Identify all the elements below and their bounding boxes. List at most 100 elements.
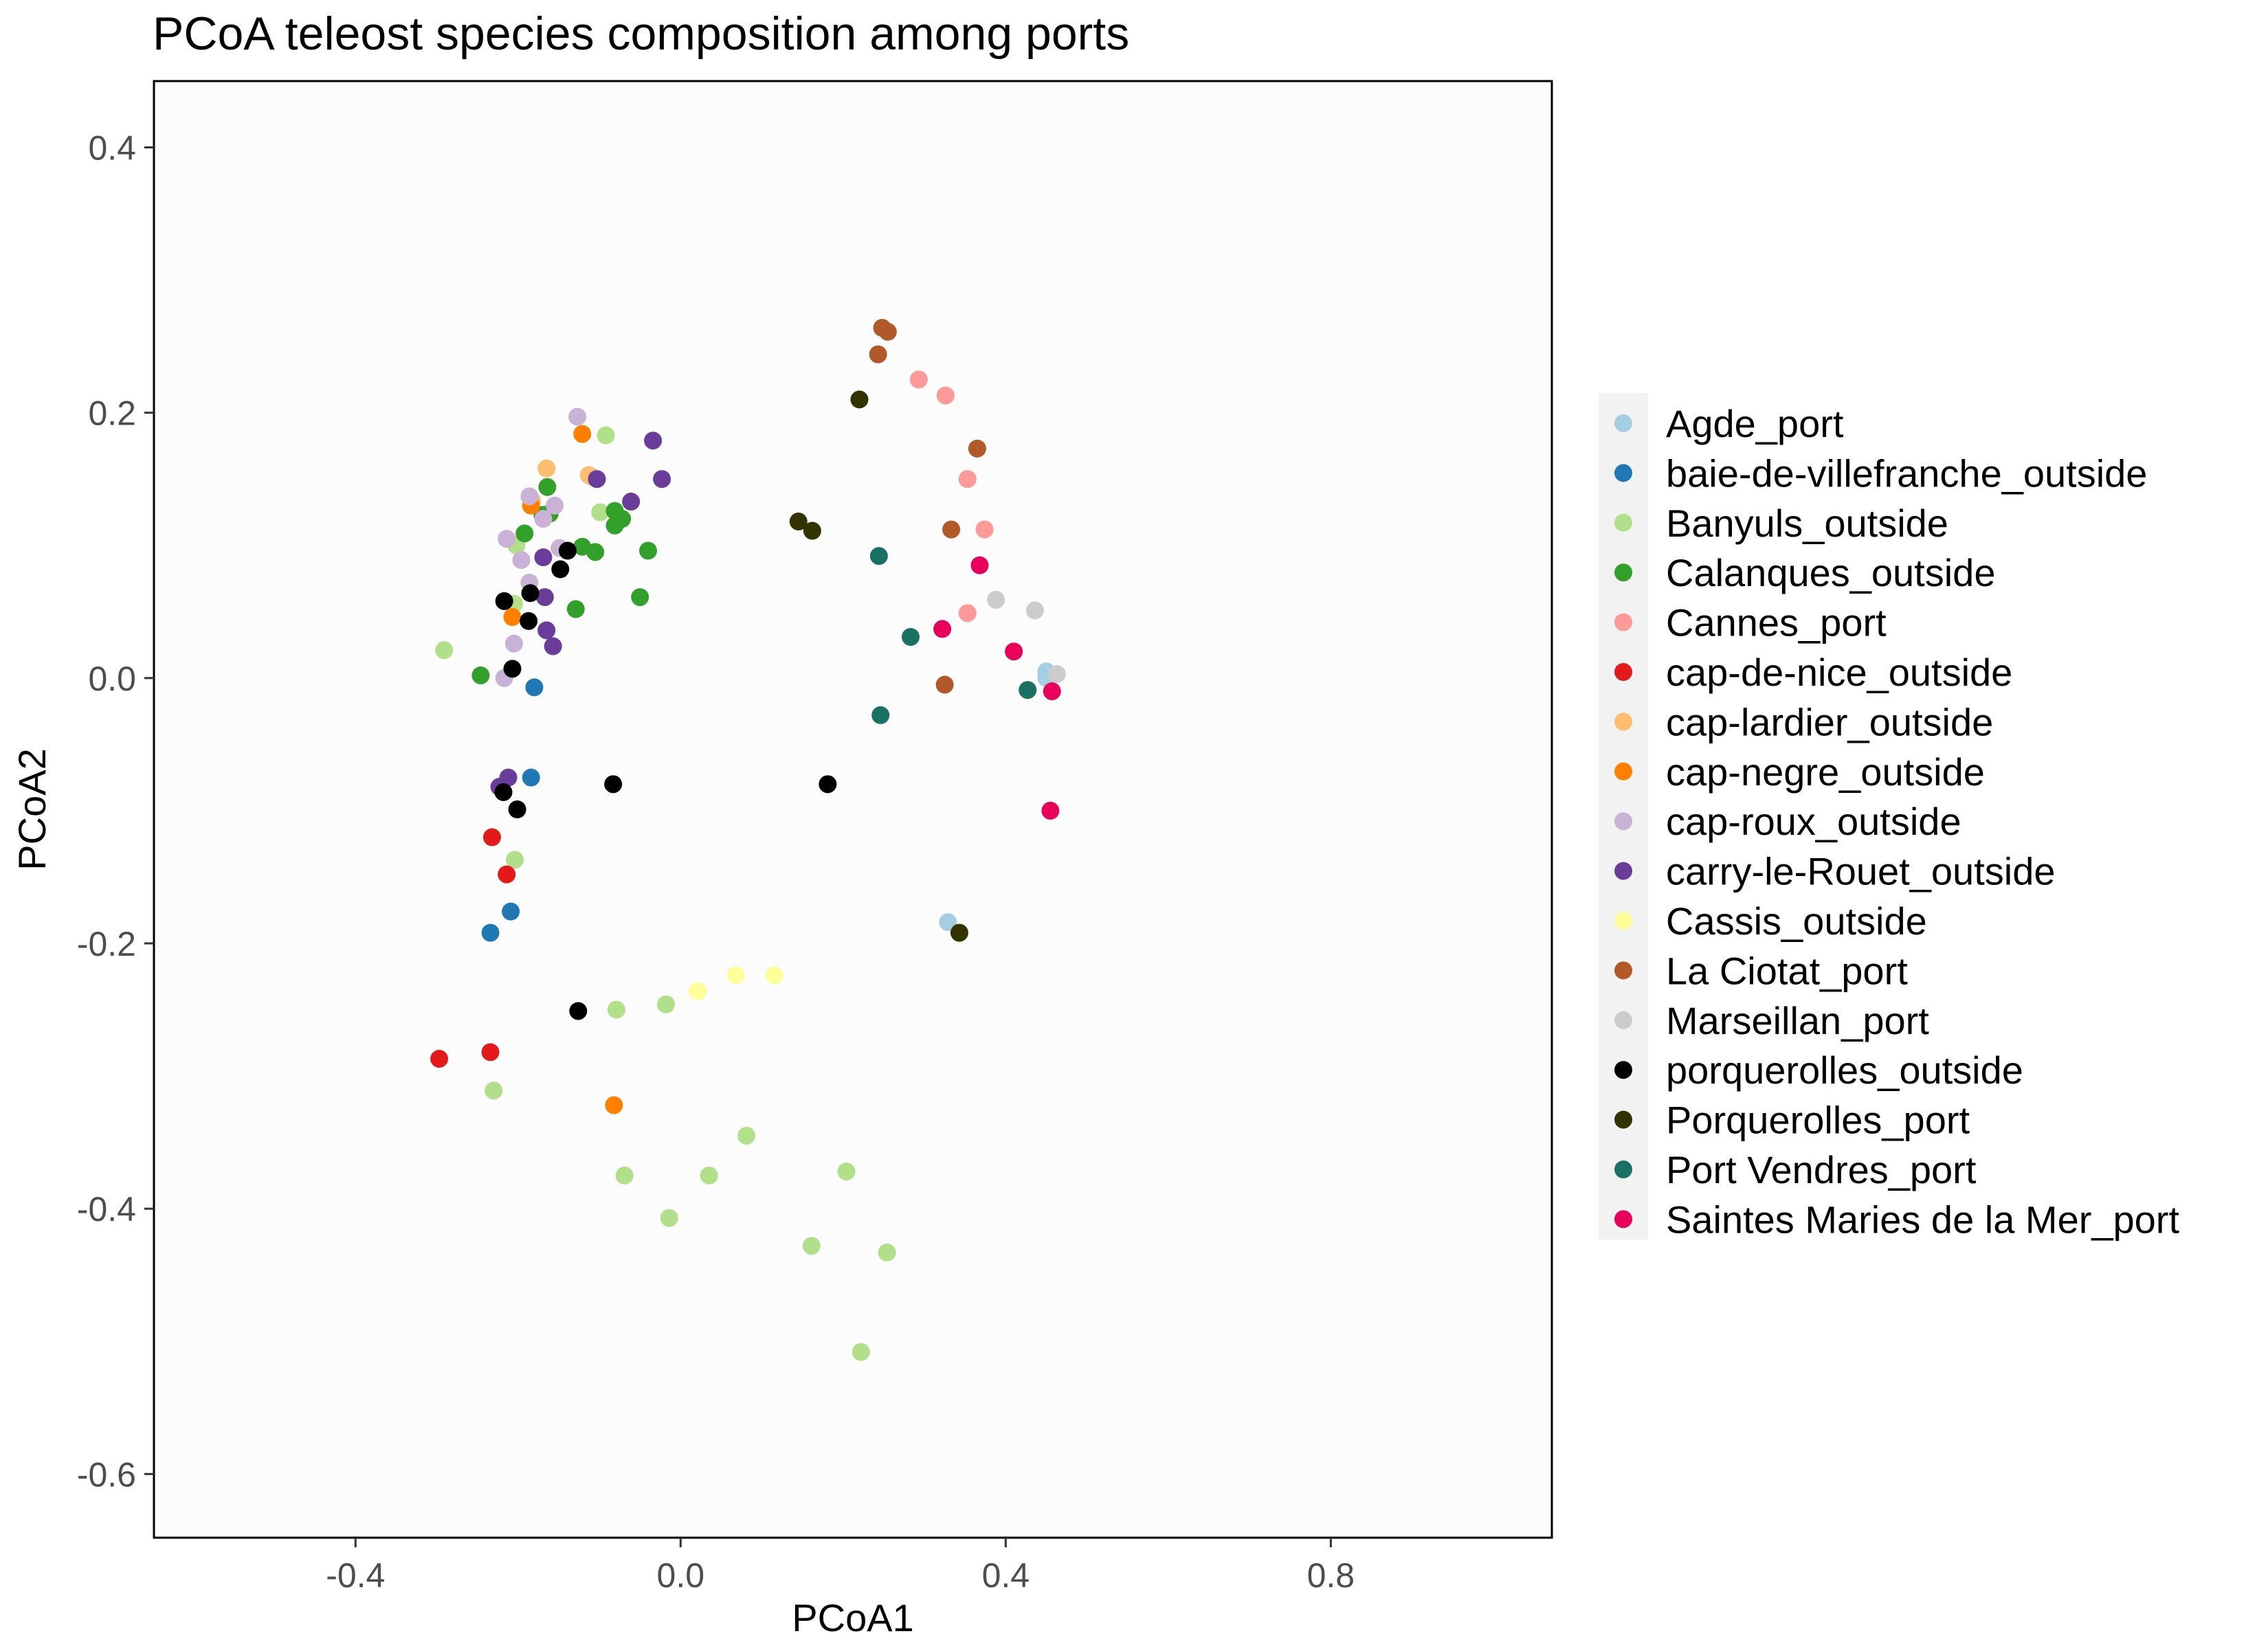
data-point (573, 425, 592, 443)
chart-title: PCoA teleost species composition among p… (153, 8, 1129, 60)
data-point (494, 783, 513, 801)
y-tick-label: 0.0 (88, 660, 136, 698)
data-point (591, 503, 610, 521)
data-point (537, 621, 556, 640)
legend-key (1614, 1110, 1632, 1129)
legend-item: Agde_port (1614, 402, 1844, 445)
legend-key (1614, 812, 1632, 831)
data-point (819, 775, 837, 794)
data-point (700, 1166, 718, 1185)
data-point (970, 556, 989, 574)
data-point (495, 592, 513, 610)
data-point (613, 510, 632, 528)
data-point (503, 608, 522, 627)
legend-key (1614, 1011, 1632, 1029)
data-point (726, 966, 745, 985)
data-point (660, 1209, 678, 1227)
data-point (588, 470, 606, 489)
data-point (653, 470, 671, 489)
data-point (689, 982, 707, 1000)
data-point (657, 995, 676, 1013)
legend-item: porquerolles_outside (1614, 1048, 2023, 1092)
x-tick-label: -0.4 (326, 1556, 385, 1595)
data-point (615, 1166, 634, 1185)
legend-label: Marseillan_port (1666, 999, 1929, 1042)
data-point (942, 520, 961, 539)
plot-panel (153, 80, 1553, 1539)
data-point (534, 548, 553, 567)
legend-item: baie-de-villefranche_outside (1614, 451, 2147, 495)
data-point (622, 493, 641, 511)
data-point (1005, 642, 1023, 661)
data-point (485, 1081, 503, 1100)
data-point (430, 1049, 449, 1068)
legend-label: carry-le-Rouet_outside (1666, 850, 2055, 893)
data-point (737, 1126, 756, 1145)
legend-key (1614, 1061, 1632, 1079)
data-point (546, 496, 564, 515)
data-point (933, 620, 952, 638)
data-point (569, 1002, 588, 1020)
legend-key (1614, 1210, 1632, 1229)
data-point (936, 386, 955, 405)
data-point (975, 520, 994, 539)
data-point (604, 775, 623, 794)
data-point (512, 551, 531, 570)
data-point (869, 547, 888, 565)
data-point (878, 322, 897, 341)
legend-label: Port Vendres_port (1666, 1148, 1977, 1191)
data-point (803, 521, 821, 540)
data-point (935, 675, 954, 694)
data-point (958, 604, 977, 622)
data-point (537, 459, 556, 478)
legend-item: cap-lardier_outside (1614, 700, 1993, 743)
x-tick-label: 0.0 (657, 1556, 705, 1595)
y-tick-label: 0.2 (88, 394, 136, 433)
legend-key (1614, 912, 1632, 930)
data-point (504, 634, 523, 653)
legend-label: Agde_port (1666, 402, 1844, 445)
data-point (852, 1343, 870, 1361)
legend-key (1614, 1160, 1632, 1178)
data-point (525, 678, 544, 697)
y-axis-title: PCoA2 (10, 748, 54, 870)
legend-key (1614, 613, 1632, 631)
data-point (909, 370, 928, 389)
data-point (502, 902, 520, 921)
data-point (534, 510, 553, 528)
data-point (958, 470, 977, 489)
legend-key (1614, 513, 1632, 532)
legend-label: Cannes_port (1666, 601, 1887, 644)
data-point (850, 390, 869, 409)
data-point (789, 513, 808, 531)
data-point (950, 923, 968, 942)
data-point (1041, 801, 1060, 820)
data-point (837, 1163, 856, 1181)
data-point (551, 560, 570, 579)
legend-key (1614, 762, 1632, 781)
legend: Agde_port baie-de-villefranche_outside Ban… (1614, 402, 2179, 1241)
data-points (430, 319, 1066, 1361)
data-point (939, 913, 957, 932)
data-point (586, 543, 605, 561)
legend-key (1614, 663, 1632, 681)
legend-item: cap-roux_outside (1614, 800, 1961, 843)
legend-key (1614, 414, 1632, 432)
data-point (522, 768, 540, 787)
data-point (544, 637, 562, 655)
data-point (568, 407, 587, 426)
y-axis-ticks: 0.4 0.2 0.0 -0.2 -0.4 -0.6 (77, 129, 154, 1494)
data-point (506, 851, 524, 869)
legend-key (1614, 713, 1632, 731)
legend-item: cap-de-nice_outside (1614, 651, 2012, 694)
data-point (605, 1096, 623, 1114)
data-point (1025, 601, 1044, 620)
data-point (481, 1043, 500, 1062)
legend-item: La Ciotat_port (1614, 949, 1908, 992)
legend-label: porquerolles_outside (1666, 1048, 2023, 1092)
y-tick-label: -0.4 (77, 1190, 136, 1229)
data-point (987, 590, 1005, 609)
data-point (481, 923, 500, 942)
data-point (765, 966, 783, 985)
legend-label: Cassis_outside (1666, 899, 1927, 943)
